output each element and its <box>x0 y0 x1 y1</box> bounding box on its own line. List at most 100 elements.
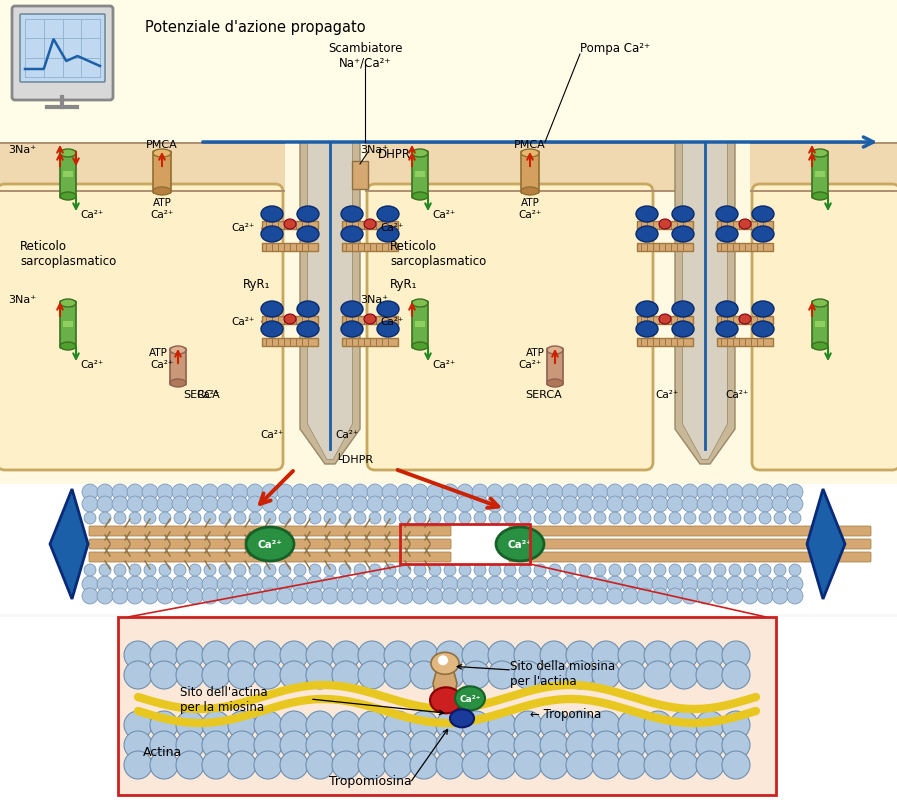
Circle shape <box>772 484 788 500</box>
Bar <box>815 172 825 178</box>
Bar <box>0 512 897 618</box>
Ellipse shape <box>547 379 563 387</box>
FancyBboxPatch shape <box>89 539 451 549</box>
Circle shape <box>369 512 381 525</box>
Circle shape <box>280 751 308 779</box>
Circle shape <box>540 642 568 669</box>
Text: DHPR: DHPR <box>378 148 411 160</box>
Circle shape <box>504 565 516 577</box>
Polygon shape <box>807 489 845 599</box>
Circle shape <box>228 661 256 689</box>
Circle shape <box>277 484 293 500</box>
FancyBboxPatch shape <box>153 152 171 194</box>
Circle shape <box>382 588 398 604</box>
Circle shape <box>367 588 383 604</box>
Circle shape <box>397 577 413 592</box>
Ellipse shape <box>812 342 828 350</box>
Circle shape <box>322 496 338 512</box>
Ellipse shape <box>716 322 738 338</box>
Circle shape <box>292 577 308 592</box>
Circle shape <box>712 484 728 500</box>
Bar <box>0 143 897 512</box>
Ellipse shape <box>412 300 428 308</box>
Circle shape <box>772 588 788 604</box>
Circle shape <box>442 577 458 592</box>
PathPatch shape <box>683 143 727 460</box>
Circle shape <box>682 496 698 512</box>
Circle shape <box>247 496 263 512</box>
Bar <box>750 191 897 192</box>
Text: Ca²⁺: Ca²⁺ <box>196 390 220 399</box>
Circle shape <box>150 751 178 779</box>
Ellipse shape <box>377 322 399 338</box>
Circle shape <box>204 565 216 577</box>
Circle shape <box>382 496 398 512</box>
Circle shape <box>744 512 756 525</box>
Circle shape <box>729 512 741 525</box>
Bar <box>118 618 776 795</box>
Circle shape <box>696 751 724 779</box>
Bar <box>118 618 776 795</box>
Circle shape <box>339 512 351 525</box>
Bar <box>262 338 318 346</box>
Text: Ca²⁺: Ca²⁺ <box>80 210 103 220</box>
Circle shape <box>696 661 724 689</box>
Circle shape <box>637 588 653 604</box>
FancyBboxPatch shape <box>20 15 105 83</box>
Bar <box>0 143 285 145</box>
Ellipse shape <box>431 653 459 674</box>
Circle shape <box>540 661 568 689</box>
Ellipse shape <box>636 227 658 243</box>
PathPatch shape <box>675 143 735 464</box>
Circle shape <box>566 642 594 669</box>
Circle shape <box>459 512 471 525</box>
Ellipse shape <box>261 322 283 338</box>
Circle shape <box>249 512 261 525</box>
Circle shape <box>532 496 548 512</box>
Circle shape <box>637 496 653 512</box>
Circle shape <box>176 711 204 739</box>
Circle shape <box>670 642 698 669</box>
Circle shape <box>540 711 568 739</box>
FancyBboxPatch shape <box>89 526 451 537</box>
Circle shape <box>399 565 411 577</box>
Text: Ca²⁺: Ca²⁺ <box>432 359 456 370</box>
FancyBboxPatch shape <box>412 302 428 349</box>
Circle shape <box>410 751 438 779</box>
Circle shape <box>517 577 533 592</box>
PathPatch shape <box>300 143 360 464</box>
Circle shape <box>566 751 594 779</box>
Ellipse shape <box>521 188 539 196</box>
Ellipse shape <box>659 220 671 229</box>
Ellipse shape <box>672 322 694 338</box>
Ellipse shape <box>812 150 828 158</box>
Circle shape <box>562 577 578 592</box>
Text: Sito dell'actina
per la miosina: Sito dell'actina per la miosina <box>180 685 267 713</box>
Circle shape <box>129 512 141 525</box>
Circle shape <box>644 751 672 779</box>
Circle shape <box>150 661 178 689</box>
Circle shape <box>292 484 308 500</box>
Circle shape <box>399 512 411 525</box>
Circle shape <box>354 512 366 525</box>
Circle shape <box>722 731 750 759</box>
Circle shape <box>472 496 488 512</box>
Circle shape <box>742 577 758 592</box>
Circle shape <box>82 588 98 604</box>
Text: SERCA: SERCA <box>183 390 220 399</box>
Bar <box>717 317 773 325</box>
Circle shape <box>249 565 261 577</box>
Circle shape <box>462 751 490 779</box>
Circle shape <box>697 496 713 512</box>
Text: Reticolo
sarcoplasmatico: Reticolo sarcoplasmatico <box>20 240 117 268</box>
Circle shape <box>82 577 98 592</box>
Circle shape <box>82 484 98 500</box>
Circle shape <box>322 577 338 592</box>
Ellipse shape <box>170 379 186 387</box>
Text: Scambiatore
Na⁺/Ca²⁺: Scambiatore Na⁺/Ca²⁺ <box>327 42 402 70</box>
Ellipse shape <box>739 314 751 325</box>
Circle shape <box>566 731 594 759</box>
Bar <box>365 143 705 145</box>
Circle shape <box>354 565 366 577</box>
Bar <box>342 338 398 346</box>
